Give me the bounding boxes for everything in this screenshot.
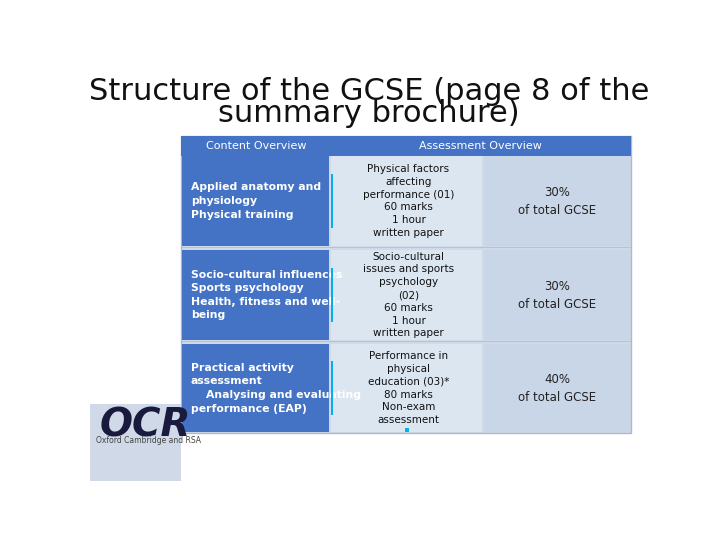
FancyBboxPatch shape <box>331 345 482 432</box>
FancyBboxPatch shape <box>485 157 630 246</box>
Text: Structure of the GCSE (page 8 of the: Structure of the GCSE (page 8 of the <box>89 77 649 106</box>
Text: Practical activity
assessment
    Analysing and evaluating
performance (EAP): Practical activity assessment Analysing … <box>191 363 361 414</box>
FancyBboxPatch shape <box>182 345 329 432</box>
FancyBboxPatch shape <box>405 428 408 432</box>
Text: Physical factors
affecting
performance (01)
60 marks
1 hour
written paper: Physical factors affecting performance (… <box>363 164 454 238</box>
Text: 40%
of total GCSE: 40% of total GCSE <box>518 373 596 404</box>
FancyBboxPatch shape <box>90 403 181 481</box>
Text: Content Overview: Content Overview <box>206 140 306 151</box>
Text: Socio-cultural
issues and sports
psychology
(02)
60 marks
1 hour
written paper: Socio-cultural issues and sports psychol… <box>363 252 454 339</box>
FancyBboxPatch shape <box>485 249 630 340</box>
FancyBboxPatch shape <box>331 174 333 228</box>
FancyBboxPatch shape <box>331 249 482 340</box>
FancyBboxPatch shape <box>331 157 482 246</box>
FancyBboxPatch shape <box>181 136 631 433</box>
Text: Applied anatomy and
physiology
Physical training: Applied anatomy and physiology Physical … <box>191 183 321 220</box>
Text: summary brochure): summary brochure) <box>218 99 520 128</box>
Text: 30%
of total GCSE: 30% of total GCSE <box>518 186 596 217</box>
FancyBboxPatch shape <box>182 249 329 340</box>
Text: OCR: OCR <box>99 406 191 444</box>
FancyBboxPatch shape <box>331 268 333 322</box>
FancyBboxPatch shape <box>181 136 631 156</box>
FancyBboxPatch shape <box>182 157 329 246</box>
FancyBboxPatch shape <box>331 361 333 415</box>
Text: Assessment Overview: Assessment Overview <box>419 140 542 151</box>
Text: Performance in
physical
education (03)*
80 marks
Non-exam
assessment: Performance in physical education (03)* … <box>368 351 449 425</box>
Text: 30%
of total GCSE: 30% of total GCSE <box>518 280 596 310</box>
Text: Oxford Cambridge and RSA: Oxford Cambridge and RSA <box>96 436 201 445</box>
Text: Socio-cultural influences
Sports psychology
Health, fitness and well-
being: Socio-cultural influences Sports psychol… <box>191 269 342 320</box>
FancyBboxPatch shape <box>485 345 630 432</box>
